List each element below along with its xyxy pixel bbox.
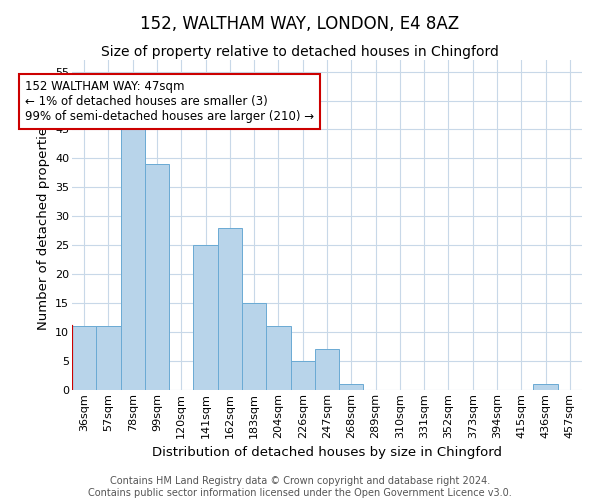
Bar bbox=[242, 303, 266, 390]
Y-axis label: Number of detached properties: Number of detached properties bbox=[37, 120, 50, 330]
Text: Size of property relative to detached houses in Chingford: Size of property relative to detached ho… bbox=[101, 45, 499, 59]
Bar bbox=[315, 350, 339, 390]
Bar bbox=[266, 326, 290, 390]
Bar bbox=[72, 326, 96, 390]
Bar bbox=[290, 361, 315, 390]
Text: Contains HM Land Registry data © Crown copyright and database right 2024.
Contai: Contains HM Land Registry data © Crown c… bbox=[88, 476, 512, 498]
Bar bbox=[533, 384, 558, 390]
Bar bbox=[121, 130, 145, 390]
Bar bbox=[96, 326, 121, 390]
Bar bbox=[193, 246, 218, 390]
Bar bbox=[339, 384, 364, 390]
Text: 152 WALTHAM WAY: 47sqm
← 1% of detached houses are smaller (3)
99% of semi-detac: 152 WALTHAM WAY: 47sqm ← 1% of detached … bbox=[25, 80, 314, 124]
X-axis label: Distribution of detached houses by size in Chingford: Distribution of detached houses by size … bbox=[152, 446, 502, 459]
Text: 152, WALTHAM WAY, LONDON, E4 8AZ: 152, WALTHAM WAY, LONDON, E4 8AZ bbox=[140, 15, 460, 33]
Bar bbox=[145, 164, 169, 390]
Bar bbox=[218, 228, 242, 390]
